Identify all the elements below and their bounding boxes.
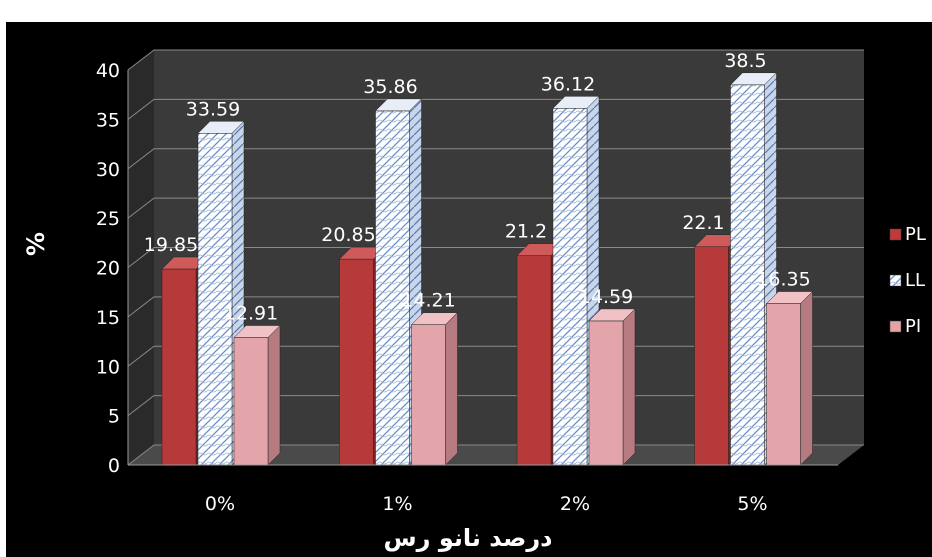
data-label: 16.35 xyxy=(756,269,810,291)
gridline xyxy=(127,197,864,219)
data-label: 19.85 xyxy=(144,234,198,256)
legend-swatch-ll xyxy=(889,274,902,287)
bar-side xyxy=(267,324,281,466)
bars xyxy=(161,72,814,466)
legend-swatch-pl xyxy=(889,228,902,241)
bar-pi xyxy=(411,324,446,466)
y-tick-label: 0 xyxy=(108,455,120,477)
x-tick-label: 0% xyxy=(205,493,235,515)
y-tick-label: 35 xyxy=(96,109,120,131)
x-axis-title: درصد نانو رس xyxy=(384,524,553,552)
y-tick-label: 5 xyxy=(108,406,120,428)
bar-top xyxy=(765,291,814,304)
bar-top xyxy=(729,72,778,86)
bar-pi xyxy=(766,303,801,466)
data-label: 12.91 xyxy=(224,303,278,325)
x-tick-label: 2% xyxy=(560,493,590,515)
bar-ll xyxy=(552,108,588,466)
y-axis: 0 5 10 15 20 25 30 35 40 xyxy=(96,60,129,477)
legend-label-pl: PL xyxy=(905,224,926,245)
bar-pl xyxy=(161,268,197,466)
bar-pl xyxy=(516,255,552,466)
legend-label-pi: PI xyxy=(905,316,921,337)
x-tick-label: 1% xyxy=(382,493,412,515)
gridline xyxy=(127,98,864,120)
gridline xyxy=(127,247,864,268)
legend: PL LL PI xyxy=(889,224,926,337)
bar-pl xyxy=(339,258,374,466)
data-label: 22.1 xyxy=(682,212,724,234)
bar-top xyxy=(197,121,245,134)
bar-pi xyxy=(588,320,624,466)
x-tick-label: 5% xyxy=(737,493,767,515)
gridline xyxy=(127,49,864,71)
data-label: 33.59 xyxy=(186,98,240,120)
y-tick-label: 25 xyxy=(96,208,120,230)
legend-label-ll: LL xyxy=(905,270,925,291)
data-label: 38.5 xyxy=(724,50,766,72)
bar-ll xyxy=(730,84,765,466)
bar-pl xyxy=(694,246,729,466)
y-tick-label: 30 xyxy=(96,159,120,181)
y-tick-label: 15 xyxy=(96,307,120,329)
data-label: 14.21 xyxy=(401,290,455,312)
legend-swatch-pi xyxy=(889,320,902,333)
bar-top xyxy=(374,98,423,112)
y-tick-label: 10 xyxy=(96,356,120,378)
floor xyxy=(128,445,864,465)
bar-top xyxy=(233,325,281,338)
bar-pi xyxy=(233,337,269,466)
data-label: 36.12 xyxy=(541,73,595,95)
bar-top xyxy=(410,312,459,325)
bar-ll xyxy=(197,133,233,466)
x-axis: 0% 1% 2% 5% xyxy=(128,464,838,515)
y-tick-label: 20 xyxy=(96,258,120,280)
data-label: 20.85 xyxy=(321,224,375,246)
bar-ll xyxy=(375,110,410,466)
bar-side xyxy=(445,312,458,466)
bar-top xyxy=(588,308,636,322)
gridline xyxy=(127,296,864,318)
bar-top xyxy=(552,96,600,109)
gridline xyxy=(127,148,864,170)
bar-side xyxy=(800,290,813,466)
data-label: 35.86 xyxy=(363,76,417,98)
data-labels: 19.85 33.59 12.91 20.85 35.86 14.21 21.2 36.12 1… xyxy=(144,50,811,325)
data-label: 21.2 xyxy=(505,221,547,243)
y-axis-title: % xyxy=(22,232,50,256)
data-label: 14.59 xyxy=(579,286,633,308)
y-tick-label: 40 xyxy=(96,60,120,82)
bar-side xyxy=(622,308,636,466)
